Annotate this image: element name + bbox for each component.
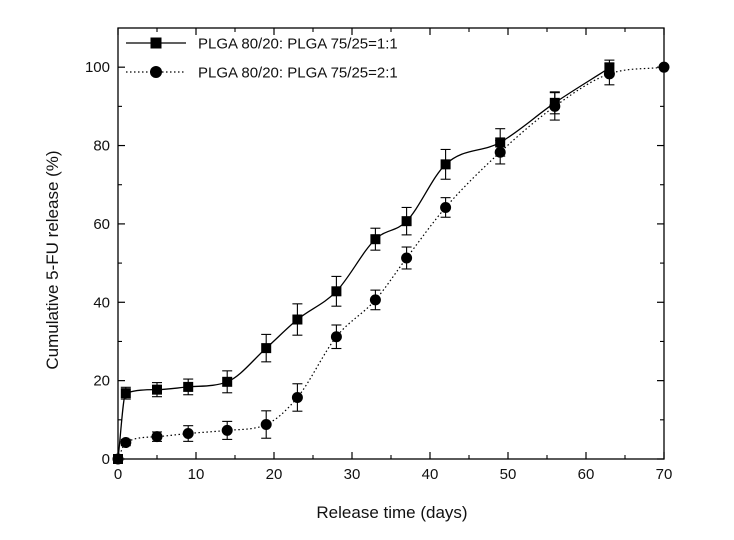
x-tick-label: 20 [266,466,283,483]
series-2-marker-circle [658,61,670,73]
x-axis-title: Release time (days) [316,503,467,522]
plot-border [117,27,665,460]
series-1-marker-square [401,216,412,227]
legend-marker-circle [150,66,162,78]
series-1-marker-square [120,388,131,399]
series-1-marker-square [331,286,342,297]
x-tick-label: 50 [500,466,517,483]
x-tick-label: 30 [344,466,361,483]
legend-marker-square [150,37,162,49]
plot-frame [117,27,665,460]
y-tick-label: 100 [85,59,110,76]
series-2-marker-circle [330,331,342,343]
y-axis-title: Cumulative 5-FU release (%) [43,150,62,369]
y-tick-label: 20 [93,373,110,390]
series-1-marker-square [222,376,233,387]
series-2-marker-circle [494,146,506,158]
error-bars [120,59,615,447]
series-2-marker-circle [401,252,413,264]
data-markers [112,61,670,465]
x-tick-label: 10 [188,466,205,483]
series-1-marker-square [440,159,451,170]
series-1-marker-square [183,381,194,392]
series-2-marker-circle [440,201,452,213]
series-2-marker-circle [291,391,303,403]
x-tick-label: 70 [656,466,673,483]
axis-ticks [117,28,665,460]
series-1-marker-square [604,62,615,73]
series-lines [117,66,665,460]
series-2-marker-circle [112,453,124,465]
y-tick-label: 40 [93,294,110,311]
series-1-line [117,67,610,460]
legend-label-series-2: PLGA 80/20: PLGA 75/25=2:1 [198,65,398,82]
x-tick-label: 0 [114,466,122,483]
legend-label-series-1: PLGA 80/20: PLGA 75/25=1:1 [198,36,398,53]
series-2-marker-circle [182,428,194,440]
axis-tick-labels: 0 10 20 30 40 50 60 70 0 20 40 60 80 100 [85,59,672,483]
series-2-marker-circle [120,437,132,449]
series-2-marker-circle [151,431,163,443]
x-tick-label: 40 [422,466,439,483]
series-1-marker-square [152,384,162,395]
series-1-marker-square [495,137,506,148]
series-2-marker-circle [369,294,381,306]
series-1-marker-square [261,343,272,354]
series-2-marker-circle [549,100,561,112]
y-tick-label: 0 [102,451,110,468]
y-tick-label: 80 [93,138,110,155]
series-1-marker-square [370,234,381,245]
series-2-marker-circle [221,424,233,436]
y-tick-label: 60 [93,216,110,233]
series-2-marker-circle [260,419,272,431]
x-tick-label: 60 [578,466,595,483]
series-1-marker-square [292,314,303,325]
series-2-line [117,66,665,460]
legend: PLGA 80/20: PLGA 75/25=1:1 PLGA 80/20: P… [126,36,398,82]
series-2-marker-circle [603,68,615,80]
